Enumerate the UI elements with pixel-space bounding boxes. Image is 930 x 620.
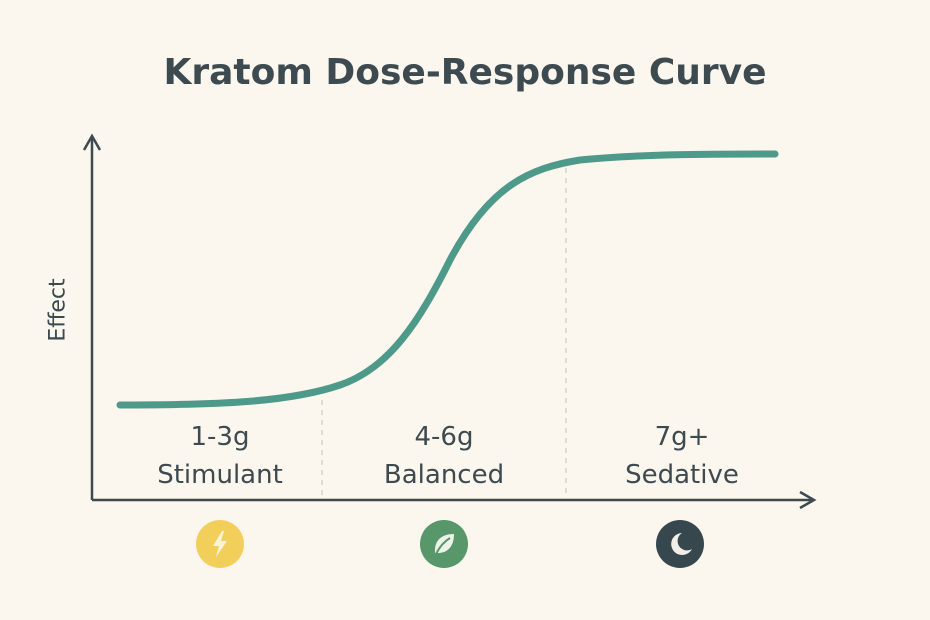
zone-dose: 1-3g (190, 422, 250, 452)
y-axis (82, 133, 102, 500)
moon-icon (656, 520, 704, 568)
zone-label: Balanced (383, 460, 505, 490)
zone-label: Sedative (625, 460, 739, 490)
zone-sedative: 7g+ Sedative (582, 418, 782, 494)
zone-balanced: 4-6g Balanced (344, 418, 544, 494)
chart-title: Kratom Dose-Response Curve (163, 52, 767, 93)
zone-dose: 7g+ (654, 422, 710, 452)
zone-stimulant: 1-3g Stimulant (120, 418, 320, 494)
lightning-bolt-icon (196, 520, 244, 568)
zone-dose: 4-6g (414, 422, 474, 452)
dose-response-curve (116, 150, 779, 409)
zone-label: Stimulant (157, 460, 283, 490)
leaf-icon (420, 520, 468, 568)
x-axis (92, 490, 817, 510)
